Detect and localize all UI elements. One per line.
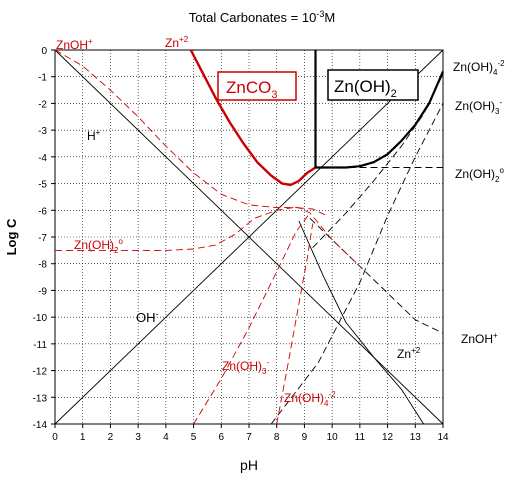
series-line-2 bbox=[54, 49, 444, 425]
x-tick-label: 13 bbox=[410, 432, 422, 443]
series-line-7 bbox=[270, 103, 444, 425]
annotation-znoh3-red: Zn(OH)3- bbox=[222, 358, 269, 376]
chart-title: Total Carbonates = 10-3M bbox=[189, 9, 335, 25]
x-tick-label: 8 bbox=[274, 432, 280, 443]
plot-frame bbox=[54, 49, 444, 425]
y-tick-label: -8 bbox=[38, 260, 47, 271]
x-tick-label: 14 bbox=[437, 432, 449, 443]
annotation-znco3: ZnCO3 bbox=[226, 78, 277, 101]
x-tick-label: 1 bbox=[80, 432, 86, 443]
x-tick-label: 3 bbox=[135, 432, 141, 443]
y-tick-label: -13 bbox=[33, 393, 48, 404]
y-tick-label: -12 bbox=[33, 367, 48, 378]
annotation-znoh4-red: Zn(OH)4-2 bbox=[284, 390, 336, 408]
x-axis-label: pH bbox=[240, 457, 258, 473]
annotation-right-znoh2: Zn(OH)2o bbox=[455, 166, 504, 184]
series-layer bbox=[54, 49, 445, 425]
y-tick-label: -1 bbox=[38, 73, 47, 84]
y-tick-label: 0 bbox=[41, 46, 47, 57]
x-tick-label: 5 bbox=[191, 432, 197, 443]
y-tick-label: -14 bbox=[33, 420, 48, 431]
annotation-zn2-red: Zn+2 bbox=[165, 35, 189, 50]
x-tick-label: 10 bbox=[327, 432, 339, 443]
y-tick-label: -2 bbox=[38, 99, 47, 110]
annotation-right-znoh3: Zn(OH)3- bbox=[455, 98, 502, 116]
y-axis-label: Log C bbox=[4, 218, 19, 255]
znco3-box bbox=[217, 71, 297, 101]
series-line-13 bbox=[193, 212, 311, 425]
annotation-right-znoh-plus: ZnOH+ bbox=[461, 331, 498, 346]
annotation-znoh2-solid: Zn(OH)2 bbox=[334, 77, 397, 100]
znoh2-box bbox=[327, 69, 419, 101]
x-tick-label: 6 bbox=[219, 432, 225, 443]
series-line-12 bbox=[55, 207, 327, 251]
annotation-ohminus: OH- bbox=[136, 309, 159, 325]
annotation-zn2-black: Zn+2 bbox=[397, 346, 421, 361]
annotation-znoh-plus-red: ZnOH+ bbox=[56, 37, 93, 52]
y-tick-label: -5 bbox=[38, 180, 47, 191]
x-tick-label: 4 bbox=[163, 432, 169, 443]
annotation-hplus: H+ bbox=[87, 128, 101, 143]
y-tick-label: -7 bbox=[38, 233, 47, 244]
series-line-9 bbox=[309, 217, 444, 334]
series-line-14 bbox=[276, 223, 314, 425]
y-tick-label: -3 bbox=[38, 126, 47, 137]
y-tick-label: -4 bbox=[38, 153, 47, 164]
series-line-11 bbox=[54, 49, 361, 267]
annotation-znoh2-aq-red: Zn(OH)2o bbox=[74, 237, 123, 255]
y-tick-label: -9 bbox=[38, 286, 47, 297]
y-tick-label: -10 bbox=[33, 313, 48, 324]
y-tick-label: -6 bbox=[38, 206, 47, 217]
series-line-8 bbox=[312, 73, 444, 249]
series-line-10 bbox=[298, 220, 424, 425]
x-tick-label: 12 bbox=[382, 432, 394, 443]
axis-ticks: 0 1 2 3 4 5 6 7 8 9 10 11 12 13 140-1-2-3-4-5-6-7-8-9-… bbox=[33, 46, 449, 443]
x-tick-label: 7 bbox=[246, 432, 252, 443]
x-tick-label: 11 bbox=[355, 432, 366, 443]
x-tick-label: 9 bbox=[302, 432, 308, 443]
series-line-3 bbox=[189, 49, 317, 187]
annotation-right-znoh4: Zn(OH)4-2 bbox=[453, 59, 505, 77]
y-tick-label: -11 bbox=[33, 340, 47, 351]
x-tick-label: 2 bbox=[108, 432, 114, 443]
x-tick-label: 0 bbox=[52, 432, 58, 443]
